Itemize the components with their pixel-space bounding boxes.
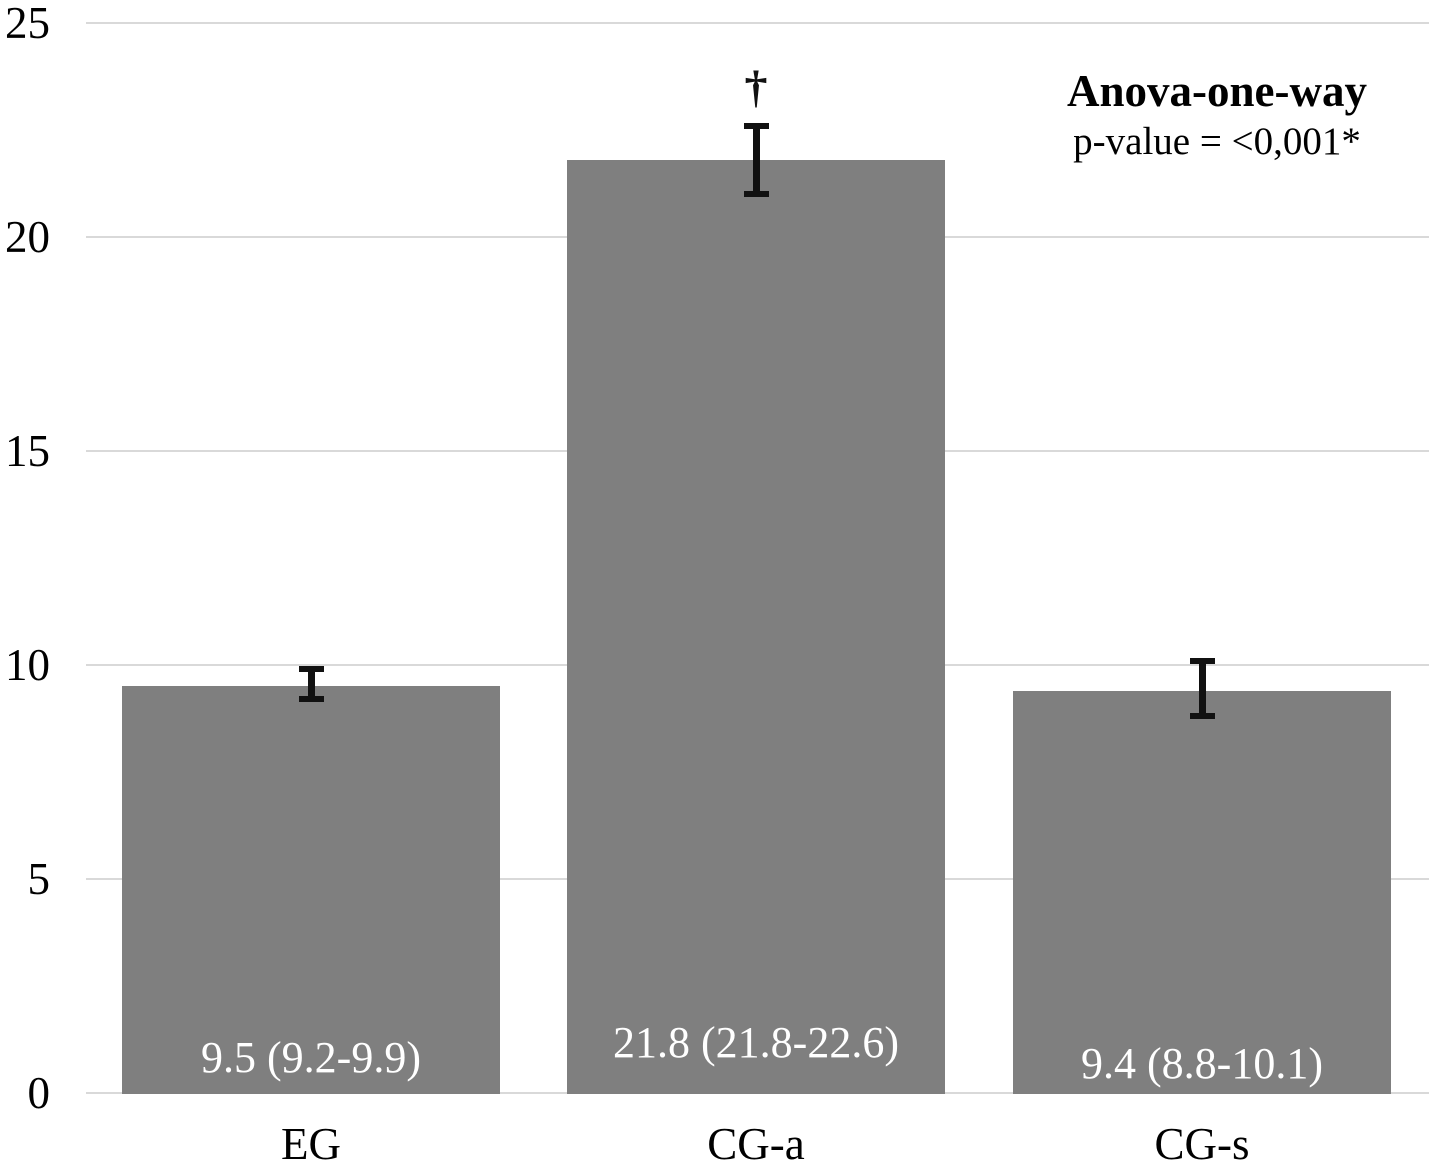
stats-annotation: Anova-one-way p-value = <0,001*	[1067, 64, 1367, 166]
error-bar-cap-bottom-CG-a	[743, 191, 769, 198]
y-tick-label-10: 10	[5, 640, 50, 690]
error-bar-line-CG-s	[1198, 660, 1206, 717]
error-bar-cap-top-CG-s	[1189, 657, 1215, 664]
error-bar-cap-top-EG	[298, 666, 324, 673]
x-label-CG-a: CG-a	[707, 1119, 805, 1169]
bar-EG	[122, 686, 500, 1094]
bar-CG-a	[567, 159, 945, 1094]
error-bar-cap-bottom-EG	[298, 696, 324, 703]
dagger-marker-CG-a: †	[744, 60, 768, 112]
y-tick-label-20: 20	[5, 212, 50, 262]
bar-value-label-CG-s: 9.4 (8.8-10.1)	[1081, 1039, 1323, 1088]
bar-value-label-EG: 9.5 (9.2-9.9)	[201, 1033, 421, 1082]
anova-title: Anova-one-way	[1067, 66, 1367, 116]
y-tick-label-15: 15	[5, 426, 50, 476]
p-value-text: p-value = <0,001*	[1073, 120, 1361, 163]
x-label-EG: EG	[281, 1119, 341, 1169]
y-tick-label-0: 0	[27, 1068, 51, 1118]
y-tick-label-25: 25	[5, 0, 50, 48]
gridline-25	[86, 22, 1429, 24]
error-bar-cap-top-CG-a	[743, 122, 769, 129]
x-label-CG-s: CG-s	[1154, 1119, 1250, 1169]
bar-CG-s	[1013, 690, 1391, 1094]
error-bar-cap-bottom-CG-s	[1189, 713, 1215, 720]
y-tick-label-5: 5	[27, 854, 51, 904]
error-bar-line-CG-a	[752, 125, 760, 195]
error-bar-line-EG	[307, 669, 315, 700]
bar-value-label-CG-a: 21.8 (21.8-22.6)	[613, 1018, 899, 1067]
